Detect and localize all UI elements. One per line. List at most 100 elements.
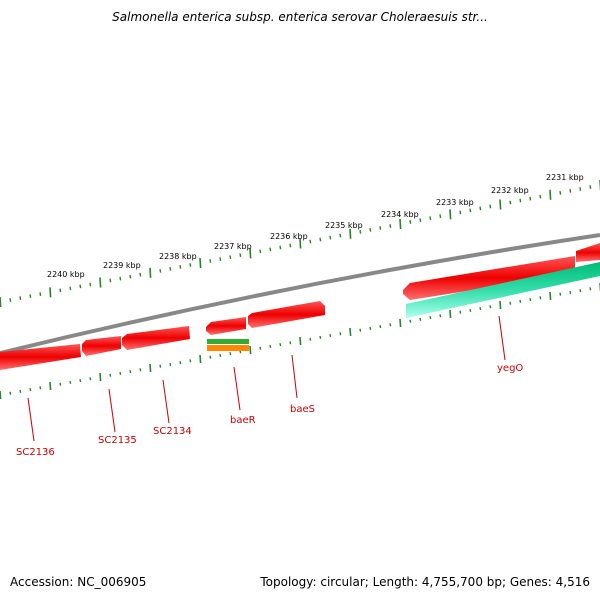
major-tick <box>149 267 152 278</box>
minor-tick <box>239 253 242 258</box>
minor-tick <box>539 194 542 199</box>
gene-label-SC2136: SC2136 <box>16 447 55 458</box>
scale-labels: 2231 kbp 2232 kbp 2233 kbp 2234 kbp 2235… <box>47 173 584 279</box>
major-tick <box>449 309 452 319</box>
minor-tick <box>339 332 342 336</box>
minor-tick <box>439 314 442 318</box>
gene-SC2136[interactable] <box>0 344 81 370</box>
scale-label-2231: 2231 kbp <box>546 173 584 182</box>
minor-tick <box>219 257 222 262</box>
minor-tick <box>129 370 132 374</box>
major-tick <box>349 327 352 337</box>
minor-tick <box>219 353 222 357</box>
minor-tick <box>329 235 332 240</box>
major-tick <box>99 277 102 288</box>
gene-yegO-forward[interactable] <box>403 256 575 300</box>
minor-tick <box>559 190 562 195</box>
major-tick <box>399 318 402 328</box>
major-tick <box>0 296 2 308</box>
minor-tick <box>39 292 42 297</box>
gene-label-SC2135: SC2135 <box>98 435 137 446</box>
topology-text: Topology: circular; Length: 4,755,700 bp… <box>260 575 590 589</box>
minor-tick <box>19 389 22 393</box>
scale-label-2232: 2232 kbp <box>491 186 529 195</box>
minor-tick <box>419 317 422 321</box>
gene-SC2135[interactable] <box>82 336 121 356</box>
minor-tick <box>409 220 412 224</box>
minor-tick <box>469 308 472 312</box>
minor-tick <box>269 344 272 348</box>
feature-green-bar[interactable] <box>207 339 249 344</box>
gene-SC2134[interactable] <box>122 326 190 350</box>
minor-tick <box>419 218 422 223</box>
minor-tick <box>9 298 12 302</box>
minor-tick <box>79 284 82 289</box>
accession-text: Accession: NC_006905 <box>10 575 147 589</box>
gene-yegO-teal[interactable] <box>406 262 600 318</box>
minor-tick <box>189 359 192 363</box>
major-tick <box>399 218 402 230</box>
minor-tick <box>59 288 62 293</box>
gene-label-baeR: baeR <box>230 415 256 426</box>
minor-tick <box>169 266 172 271</box>
minor-tick <box>179 361 182 365</box>
minor-tick <box>569 188 572 193</box>
major-tick <box>99 372 102 382</box>
gene-label-SC2134: SC2134 <box>153 426 192 437</box>
scale-label-2235: 2235 kbp <box>325 221 363 230</box>
major-tick <box>549 291 552 301</box>
minor-tick <box>569 290 572 294</box>
minor-tick <box>189 263 192 267</box>
minor-tick <box>429 316 432 320</box>
gene-baeS[interactable] <box>248 301 325 328</box>
major-tick <box>199 257 202 269</box>
minor-tick <box>579 289 582 293</box>
minor-tick <box>29 388 32 392</box>
minor-tick <box>119 371 122 375</box>
minor-tick <box>29 294 32 299</box>
minor-tick <box>309 239 312 244</box>
minor-tick <box>109 373 112 377</box>
backbone-circle <box>0 233 600 355</box>
minor-tick <box>359 328 362 332</box>
minor-tick <box>259 346 262 350</box>
gene-labels: yegO baeS baeR SC2134 SC2135 SC2136 <box>16 363 523 458</box>
major-tick <box>449 209 452 220</box>
major-tick <box>0 390 2 400</box>
minor-tick <box>309 337 312 341</box>
outer-scale-ticks <box>0 180 600 308</box>
scale-label-2238: 2238 kbp <box>159 252 197 261</box>
minor-tick <box>489 305 492 309</box>
minor-tick <box>589 185 592 189</box>
minor-tick <box>79 379 82 383</box>
minor-tick <box>529 196 532 201</box>
scale-label-2239: 2239 kbp <box>103 261 141 270</box>
inner-scale-ticks <box>0 283 600 400</box>
minor-tick <box>389 224 392 228</box>
minor-tick <box>69 286 72 291</box>
major-tick <box>499 300 502 310</box>
minor-tick <box>389 323 392 327</box>
scale-label-2233: 2233 kbp <box>436 198 474 207</box>
minor-tick <box>529 298 532 302</box>
minor-tick <box>209 259 212 263</box>
major-tick <box>299 238 302 249</box>
gene-baeR[interactable] <box>206 317 246 335</box>
minor-tick <box>59 382 62 386</box>
leader-baeR <box>233 366 241 411</box>
gene-far-right[interactable] <box>576 243 600 262</box>
map-title: Salmonella enterica subsp. enterica sero… <box>112 10 488 24</box>
minor-tick <box>119 276 122 281</box>
gene-label-baeS: baeS <box>290 404 315 415</box>
minor-tick <box>139 272 142 277</box>
leader-SC2134 <box>162 379 170 424</box>
minor-tick <box>279 343 282 347</box>
minor-tick <box>319 237 322 242</box>
minor-tick <box>379 226 382 230</box>
feature-orange-bar[interactable] <box>207 345 249 351</box>
major-tick <box>149 363 152 373</box>
minor-tick <box>319 335 322 339</box>
minor-tick <box>279 245 282 250</box>
minor-tick <box>379 325 382 329</box>
minor-tick <box>459 310 462 314</box>
